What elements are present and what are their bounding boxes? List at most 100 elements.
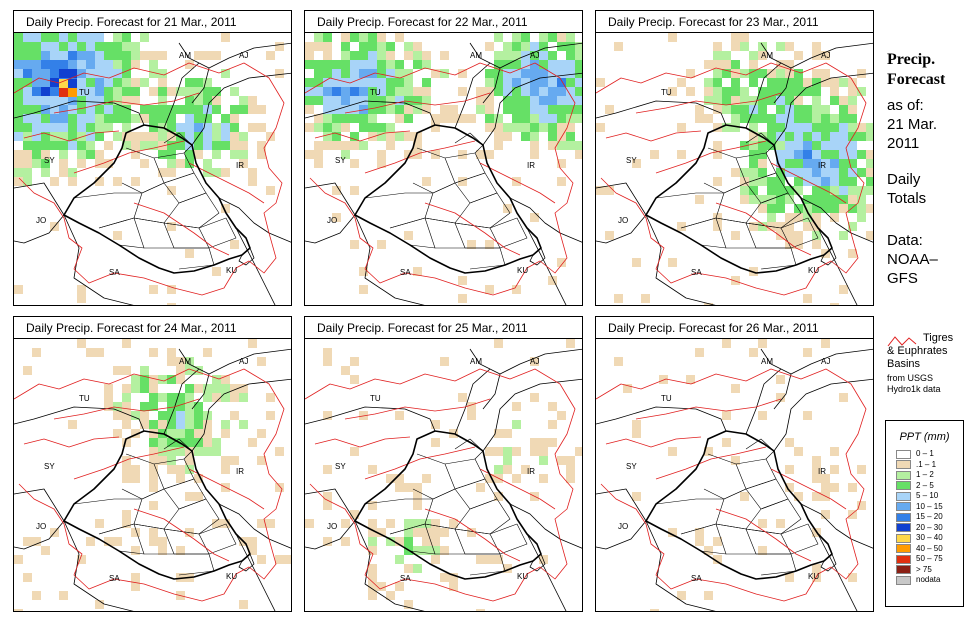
precip-cell (59, 42, 68, 51)
precip-cell (731, 168, 740, 177)
precip-cell (230, 114, 239, 123)
country-border (760, 42, 873, 69)
country-label: SY (626, 156, 637, 165)
precip-cell (413, 546, 422, 555)
precip-cell (485, 69, 494, 78)
precip-cell (566, 465, 575, 474)
basin-boundary (133, 202, 230, 256)
precip-cell (104, 51, 113, 60)
precip-cell (377, 528, 386, 537)
legend-swatch (896, 575, 911, 585)
precip-cell (785, 195, 794, 204)
precip-cell (14, 114, 23, 123)
precip-cell (68, 69, 77, 78)
precip-cell (803, 132, 812, 141)
precip-cell (131, 375, 140, 384)
precip-cell (95, 159, 104, 168)
precip-cell (194, 105, 203, 114)
precip-cell (176, 573, 185, 582)
precip-cell (767, 132, 776, 141)
precip-cell (95, 132, 104, 141)
country-label: SA (400, 268, 411, 277)
precip-cell (350, 159, 359, 168)
precip-cell (176, 141, 185, 150)
precip-cell (839, 195, 848, 204)
precip-cell (113, 33, 122, 42)
precip-cell (812, 474, 821, 483)
precip-cell (68, 123, 77, 132)
precip-cell (803, 105, 812, 114)
legend-swatch (896, 502, 911, 512)
precip-cell (386, 78, 395, 87)
country-border (820, 247, 837, 266)
precip-cell (149, 456, 158, 465)
precip-cell (512, 402, 521, 411)
precip-cell (113, 105, 122, 114)
precip-cell (776, 132, 785, 141)
basin-boundary (635, 398, 782, 420)
precip-cell (158, 420, 167, 429)
precip-cell (176, 87, 185, 96)
precip-cell (848, 123, 857, 132)
precip-cell (314, 87, 323, 96)
precip-cell (113, 411, 122, 420)
precip-cell (275, 447, 284, 456)
asof-block: as of: 21 Mar. 2011 (887, 96, 937, 153)
precip-cell (677, 78, 686, 87)
precip-cell (185, 438, 194, 447)
precip-cell (803, 159, 812, 168)
precip-cell (566, 141, 575, 150)
precip-cell (548, 51, 557, 60)
precip-cell (449, 582, 458, 591)
precip-cell (131, 546, 140, 555)
precip-cell-heavy (59, 79, 68, 88)
precip-cell (821, 339, 830, 348)
precip-cell (821, 159, 830, 168)
precip-cell (122, 339, 131, 348)
precip-cell (41, 42, 50, 51)
precip-cell (530, 213, 539, 222)
precip-cell (131, 573, 140, 582)
precip-cell (185, 447, 194, 456)
precip-cell (149, 348, 158, 357)
precip-cell (332, 69, 341, 78)
precip-cell (221, 375, 230, 384)
precip-cell (212, 96, 221, 105)
precip-cell (239, 141, 248, 150)
precip-cell (539, 123, 548, 132)
precip-cell (485, 105, 494, 114)
precip-cell (803, 222, 812, 231)
province-border (756, 247, 797, 270)
precip-cell (386, 132, 395, 141)
precip-cell (32, 69, 41, 78)
province-border (715, 488, 762, 530)
precip-cell (494, 60, 503, 69)
country-border (482, 378, 582, 452)
country-border (305, 406, 436, 432)
precip-cell (512, 51, 521, 60)
precip-cell (776, 168, 785, 177)
legend-label: 40 – 50 (916, 543, 943, 553)
precip-cell (239, 132, 248, 141)
precip-cell (431, 438, 440, 447)
country-border (596, 100, 727, 126)
precip-cell (14, 105, 23, 114)
precip-cell (830, 465, 839, 474)
precip-cell (194, 384, 203, 393)
precip-cell (167, 186, 176, 195)
precip-cell (104, 105, 113, 114)
precip-cell (395, 78, 404, 87)
side-title: Precip. Forecast (887, 50, 945, 90)
precip-cell (857, 123, 866, 132)
precip-cell (866, 186, 873, 195)
precip-cell (350, 186, 359, 195)
precip-cell (314, 123, 323, 132)
precip-cell (740, 177, 749, 186)
precip-cell (749, 51, 758, 60)
precip-cell (257, 123, 266, 132)
precip-cell (776, 78, 785, 87)
precip-cell (14, 33, 23, 42)
precip-cell (23, 42, 32, 51)
precip-cell (776, 60, 785, 69)
